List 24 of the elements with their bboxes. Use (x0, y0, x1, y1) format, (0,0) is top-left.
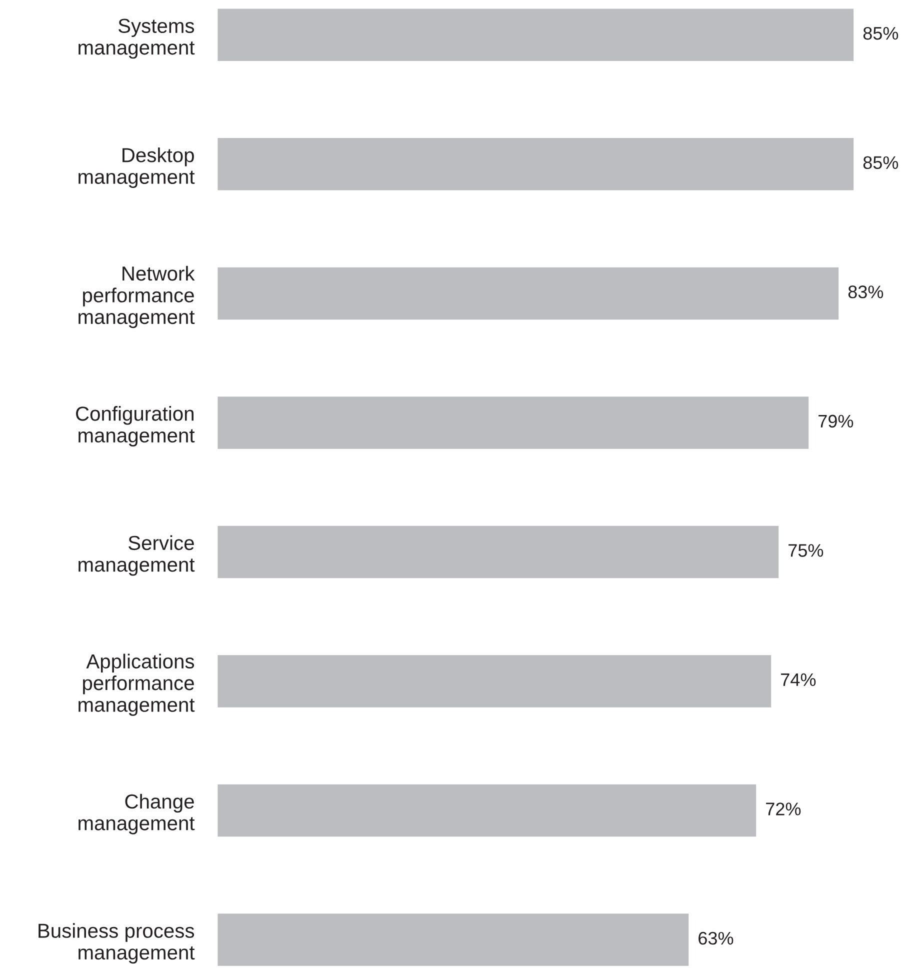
y-tick-label: Network performance management (78, 266, 195, 328)
y-tick-label: Service management (78, 535, 195, 576)
bar (217, 912, 690, 968)
bar (217, 654, 772, 709)
bar (217, 524, 780, 580)
y-tick-label: Change management (78, 794, 195, 834)
bar (217, 783, 758, 838)
y-tick-label: Desktop management (78, 147, 195, 188)
y-tick-label: Configuration management (76, 406, 195, 446)
data-label: 85% (863, 26, 898, 40)
data-label: 85% (863, 156, 898, 170)
y-tick-label: Applications performance management (78, 654, 195, 716)
data-label: 74% (781, 673, 816, 686)
bar (217, 266, 840, 321)
y-tick-label: Business process management (38, 923, 195, 964)
data-label: 75% (788, 544, 824, 557)
data-label: 79% (818, 414, 854, 428)
bar (217, 395, 810, 450)
bar (217, 136, 855, 192)
y-tick-label: Systems management (78, 18, 195, 59)
data-label: 72% (766, 802, 801, 816)
data-label: 83% (848, 286, 884, 298)
data-label: 63% (698, 932, 734, 945)
bar (217, 7, 855, 62)
